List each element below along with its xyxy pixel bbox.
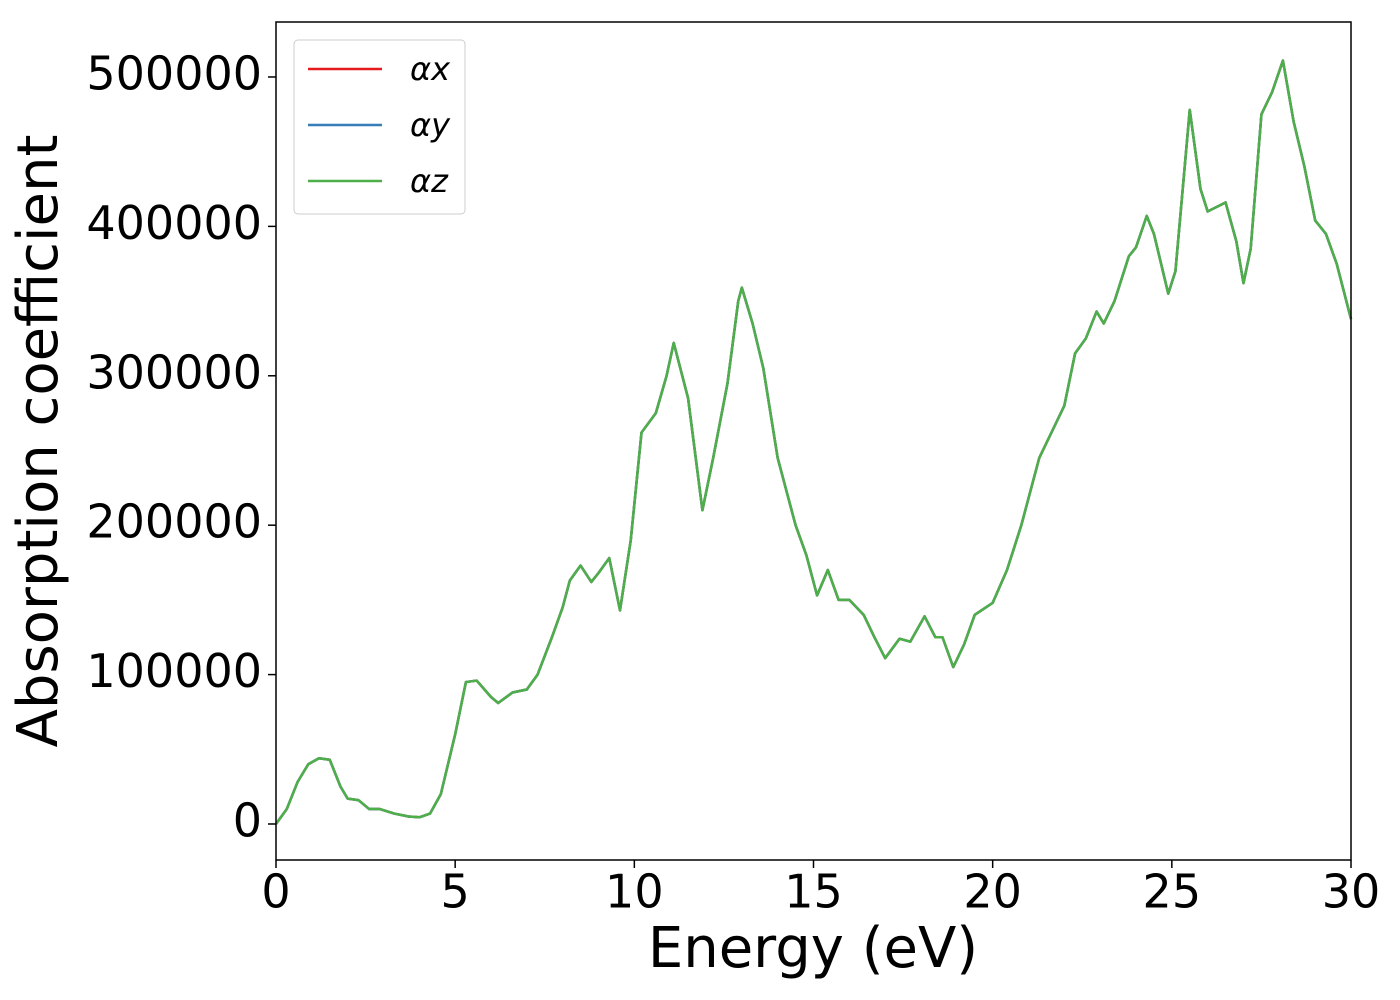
legend-label: αz	[410, 162, 449, 200]
legend-label: αx	[410, 50, 451, 88]
y-tick-label: 400000	[86, 196, 262, 250]
x-tick-label: 5	[441, 865, 470, 919]
legend-box	[293, 39, 466, 215]
legend-label: αy	[410, 106, 451, 144]
x-tick-label: 0	[261, 865, 290, 919]
y-tick-label: 200000	[86, 495, 262, 549]
y-tick-label: 100000	[86, 644, 262, 698]
y-tick-label: 500000	[86, 46, 262, 100]
x-tick-label: 10	[605, 865, 664, 919]
x-axis-label: Energy (eV)	[648, 916, 978, 981]
x-tick-label: 15	[784, 865, 843, 919]
x-tick-label: 20	[963, 865, 1022, 919]
x-tick-label: 30	[1322, 865, 1381, 919]
x-tick-label: 25	[1143, 865, 1202, 919]
y-axis-label: Absorption coefficient	[6, 135, 71, 748]
y-tick-label: 0	[233, 793, 262, 847]
plot-frame	[275, 21, 1352, 861]
y-tick-label: 300000	[86, 345, 262, 399]
series-line	[274, 59, 1353, 825]
